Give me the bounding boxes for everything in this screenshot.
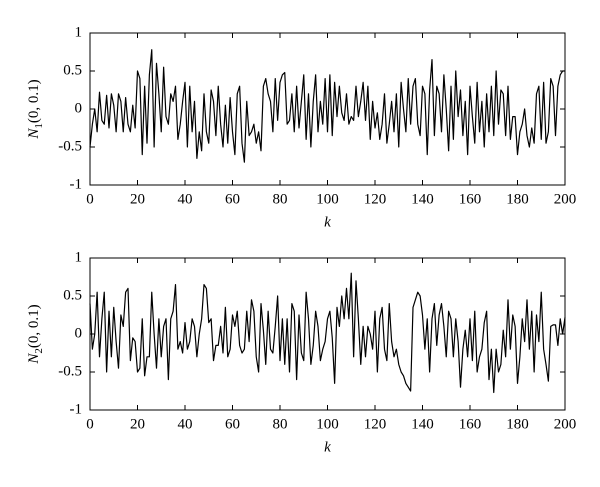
y-tick-label: -0.5 [58, 363, 82, 379]
x-tick-label: 100 [316, 191, 339, 207]
y-tick-label: 1 [75, 249, 83, 265]
subplot: 0 20 40 60 80 100 120 140 160 180 200 -1 -0.5 0 0.5 1 k N… [26, 24, 576, 230]
y-axis-label: N1(0, 0.1) [26, 79, 44, 139]
x-tick-label: 140 [411, 191, 434, 207]
x-tick-label: 140 [411, 416, 434, 432]
y-label-sub: 2 [33, 348, 45, 354]
x-tick-label: 80 [273, 191, 288, 207]
y-label-sub: 1 [33, 123, 45, 129]
y-tick-label: -1 [70, 176, 83, 192]
axes-frame [89, 32, 566, 186]
y-label-rest: (0, 0.1) [26, 304, 42, 348]
y-label-rest: (0, 0.1) [26, 79, 42, 123]
x-tick-label: 40 [178, 416, 193, 432]
y-tick-label: -1 [70, 401, 83, 417]
x-tick-label: 100 [316, 416, 339, 432]
x-axis-label: k [324, 214, 331, 230]
y-tick-label: -0.5 [58, 138, 82, 154]
x-tick-label: 0 [86, 191, 94, 207]
noise-line [89, 49, 565, 163]
y-tick-label: 0 [75, 100, 83, 116]
x-tick-label: 200 [554, 191, 577, 207]
y-tick-label: 1 [75, 24, 83, 40]
y-tick-label: 0 [75, 325, 83, 341]
x-tick-label: 160 [459, 191, 482, 207]
x-tick-label: 180 [506, 416, 529, 432]
x-tick-label: 20 [130, 416, 145, 432]
subplot: 0 20 40 60 80 100 120 140 160 180 200 -1 -0.5 0 0.5 1 k N… [26, 249, 576, 455]
x-tick-label: 180 [506, 191, 529, 207]
y-label-base: N [26, 353, 42, 365]
noise-line [89, 272, 566, 394]
x-tick-label: 80 [273, 416, 288, 432]
x-tick-label: 160 [459, 416, 482, 432]
y-axis-label: N2(0, 0.1) [26, 304, 44, 364]
x-tick-label: 60 [225, 191, 240, 207]
x-tick-label: 0 [86, 416, 94, 432]
x-tick-label: 120 [364, 191, 387, 207]
x-tick-label: 20 [130, 191, 145, 207]
x-axis-label: k [324, 439, 331, 455]
y-label-base: N [26, 128, 42, 140]
y-tick-label: 0.5 [63, 62, 82, 78]
y-tick-label: 0.5 [63, 287, 82, 303]
x-tick-label: 60 [225, 416, 240, 432]
x-tick-label: 200 [554, 416, 577, 432]
x-tick-label: 40 [178, 191, 193, 207]
x-tick-label: 120 [364, 416, 387, 432]
